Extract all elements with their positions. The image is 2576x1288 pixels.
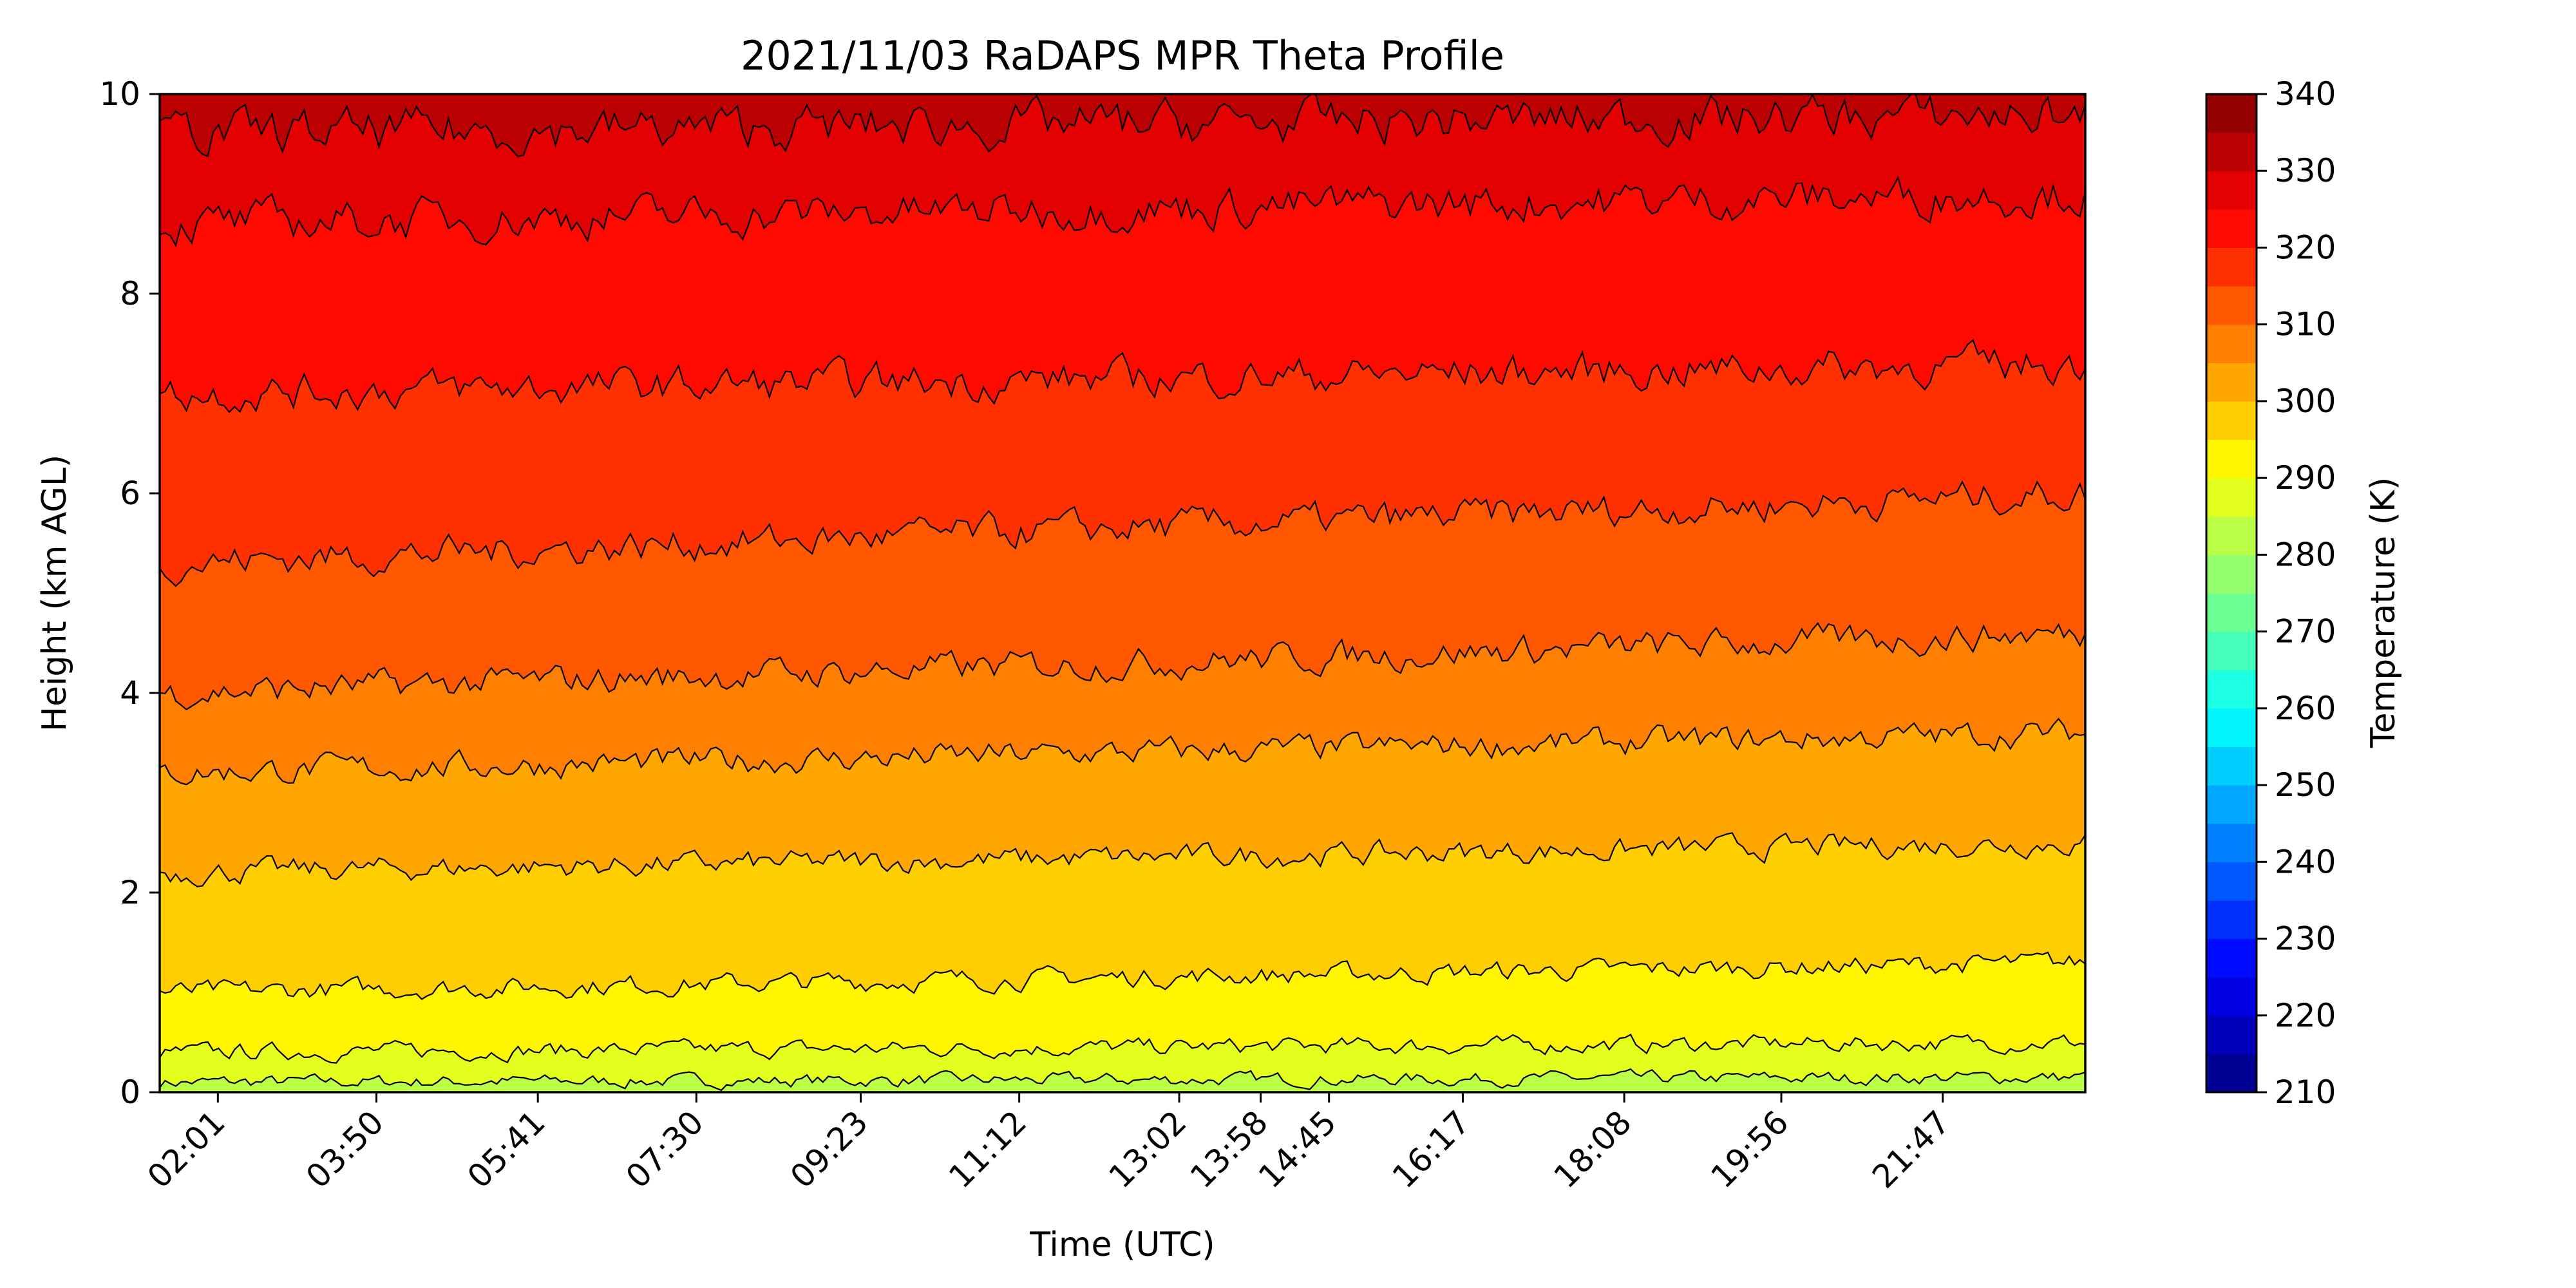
theta-band-5	[160, 623, 2085, 785]
x-tick-label: 13:02	[1102, 1103, 1194, 1195]
colorbar-segment	[2206, 785, 2257, 824]
y-axis-label: Height (km AGL)	[35, 455, 74, 732]
colorbar-tick-label: 300	[2275, 383, 2336, 420]
colorbar-segment	[2206, 516, 2257, 555]
colorbar-segment	[2206, 593, 2257, 632]
x-axis-ticks: 02:01 03:50 05:41 07:30 09:23 11:12 13:0213:58…	[140, 1092, 1957, 1195]
colorbar-tick-label: 220	[2275, 997, 2336, 1034]
colorbar-segment	[2206, 670, 2257, 709]
colorbar-tick-label: 320	[2275, 229, 2336, 266]
colorbar-segment	[2206, 286, 2257, 325]
theta-band-0	[160, 1069, 2085, 1092]
theta-band-4	[160, 719, 2085, 887]
colorbar-segment	[2206, 708, 2257, 748]
theta-band-7	[160, 340, 2085, 586]
colorbar-segment	[2206, 631, 2257, 670]
isentrope-305	[160, 717, 2085, 786]
theta-band-2	[160, 952, 2085, 1063]
y-tick-label: 6	[120, 475, 140, 512]
y-tick-label: 0	[120, 1074, 140, 1111]
colorbar-segment	[2206, 171, 2257, 210]
theta-band-8	[160, 177, 2085, 412]
isentrope-300	[160, 832, 2085, 887]
colorbar-segment	[2206, 554, 2257, 594]
x-tick-label: 16:17	[1385, 1103, 1477, 1195]
colorbar-tick-label: 250	[2275, 766, 2336, 804]
theta-band-3	[160, 833, 2085, 999]
y-tick-label: 8	[120, 275, 140, 312]
colorbar-segment	[2206, 363, 2257, 402]
theta-band-1	[160, 1034, 2085, 1090]
theta-band-10	[160, 94, 2085, 157]
x-axis-label: Time (UTC)	[1029, 1226, 1215, 1264]
colorbar-segment	[2206, 247, 2257, 287]
x-tick-label: 13:58	[1183, 1103, 1275, 1195]
isentrope-contours	[160, 94, 2085, 1092]
x-tick-label: 18:08	[1547, 1103, 1639, 1195]
y-axis-ticks: 0 2 4 6 8 10	[99, 75, 160, 1111]
x-tick-label: 07:30	[619, 1103, 711, 1195]
colorbar-tick-label: 210	[2275, 1074, 2336, 1111]
colorbar-tick-label: 280	[2275, 536, 2336, 573]
theta-band-6	[160, 482, 2085, 710]
colorbar-segment	[2206, 1054, 2257, 1093]
colorbar-segment	[2206, 900, 2257, 940]
filled-contour-field	[160, 94, 2085, 1092]
colorbar-tick-label: 270	[2275, 613, 2336, 650]
x-tick-label: 09:23	[783, 1103, 875, 1195]
colorbar-segment	[2206, 823, 2257, 862]
isentrope-330	[160, 94, 2085, 158]
isentrope-295	[160, 951, 2085, 1001]
colorbar-segment	[2206, 1015, 2257, 1054]
y-tick-label: 4	[120, 674, 140, 712]
colorbar-segment	[2206, 94, 2257, 133]
isentrope-320	[160, 339, 2085, 413]
colorbar-segment	[2206, 401, 2257, 440]
colorbar-segment	[2206, 938, 2257, 978]
y-tick-label: 2	[120, 874, 140, 911]
colorbar-segment	[2206, 439, 2257, 478]
isentrope-285	[160, 1068, 2085, 1092]
colorbar-segment	[2206, 746, 2257, 786]
colorbar-tick-label: 290	[2275, 459, 2336, 497]
colorbar-segment	[2206, 324, 2257, 363]
colorbar-frame	[2205, 93, 2258, 1094]
colorbar-segment	[2206, 977, 2257, 1016]
x-tick-label: 03:50	[299, 1103, 391, 1195]
y-tick-label: 10	[99, 75, 140, 113]
colorbar-tick-label: 340	[2275, 75, 2336, 113]
colorbar-segment	[2206, 209, 2257, 249]
x-tick-label: 11:12	[942, 1103, 1034, 1195]
colorbar-tick-label: 240	[2275, 843, 2336, 880]
colorbar-label: Temperature (K)	[2364, 477, 2403, 749]
colorbar-segment	[2206, 132, 2257, 171]
plot-frame	[158, 93, 2087, 1094]
x-tick-label: 05:41	[460, 1103, 553, 1195]
x-tick-label: 19:56	[1704, 1103, 1796, 1195]
isentrope-325	[160, 175, 2085, 247]
x-tick-label: 14:45	[1251, 1103, 1343, 1195]
x-tick-label: 21:47	[1865, 1103, 1957, 1195]
colorbar-tick-label: 330	[2275, 152, 2336, 189]
colorbar-tick-label: 230	[2275, 920, 2336, 958]
colorbar: 210 220 230 240 250 260 270 280 290 300 310 320 330 3…	[2205, 75, 2336, 1111]
colorbar-segment	[2206, 478, 2257, 517]
chart-title: 2021/11/03 RaDAPS MPR Theta Profile	[741, 32, 1504, 79]
isentrope-290	[160, 1034, 2085, 1064]
isentrope-310	[160, 622, 2085, 711]
theta-band-9	[160, 94, 2085, 245]
colorbar-segment	[2206, 862, 2257, 901]
isentrope-315	[160, 480, 2085, 587]
colorbar-tick-label: 260	[2275, 690, 2336, 727]
x-tick-label: 02:01	[140, 1103, 232, 1195]
colorbar-tick-label: 310	[2275, 306, 2336, 343]
